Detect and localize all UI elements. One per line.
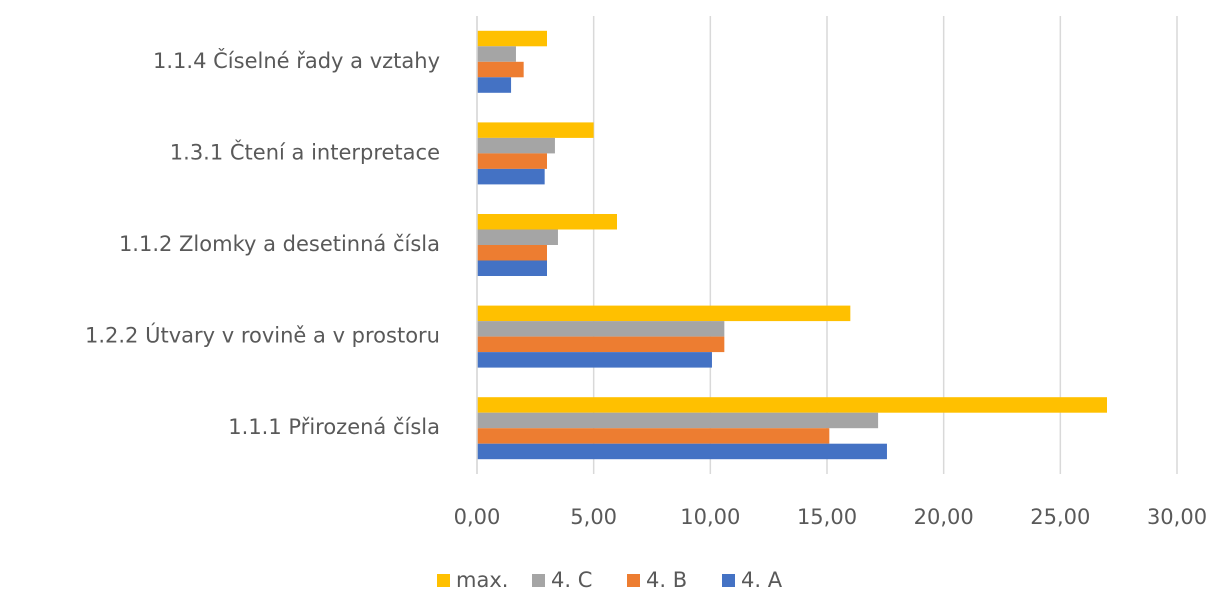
legend-swatch [532, 574, 545, 587]
bar [477, 305, 851, 322]
x-tick-label: 25,00 [1030, 505, 1090, 529]
bar [477, 397, 1107, 413]
legend-label: max. [456, 568, 508, 592]
y-tick-label: 1.3.1 Čtení a interpretace [170, 139, 440, 164]
x-tick-label: 5,00 [570, 505, 617, 529]
legend-label: 4. C [551, 568, 592, 592]
legend-swatch [722, 574, 735, 587]
bar [477, 77, 512, 93]
bar [477, 260, 547, 276]
x-tick-label: 0,00 [454, 505, 501, 529]
bar [477, 412, 879, 429]
y-tick-label: 1.1.2 Zlomky a desetinná čísla [119, 232, 440, 256]
legend-swatch [437, 574, 450, 587]
bar [477, 443, 887, 460]
bar [477, 229, 558, 245]
bar [477, 336, 725, 353]
bar [477, 122, 594, 138]
bar [477, 245, 547, 261]
y-tick-label: 1.1.1 Přirozená čísla [228, 415, 440, 439]
bar [477, 30, 547, 47]
y-tick-label: 1.2.2 Útvary v rovině a v prostoru [85, 323, 440, 348]
x-tick-label: 30,00 [1147, 505, 1207, 529]
bar [477, 321, 725, 337]
bar [477, 153, 547, 169]
bar [477, 214, 617, 230]
x-tick-label: 10,00 [680, 505, 740, 529]
y-tick-label: 1.1.4 Číselné řady a vztahy [153, 48, 440, 73]
x-tick-label: 15,00 [797, 505, 857, 529]
legend-swatch [627, 574, 640, 587]
bar [477, 428, 830, 444]
legend-label: 4. A [741, 568, 783, 592]
bar [477, 46, 516, 62]
legend-label: 4. B [646, 568, 687, 592]
bar [477, 168, 545, 185]
bar [477, 61, 524, 78]
bar [477, 352, 712, 368]
x-tick-label: 20,00 [914, 505, 974, 529]
bar [477, 137, 555, 154]
